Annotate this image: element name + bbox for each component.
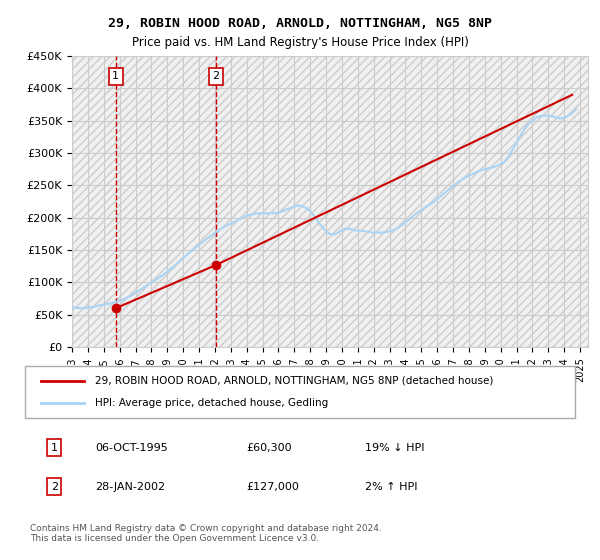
Text: 2: 2 xyxy=(51,482,58,492)
Text: 29, ROBIN HOOD ROAD, ARNOLD, NOTTINGHAM, NG5 8NP (detached house): 29, ROBIN HOOD ROAD, ARNOLD, NOTTINGHAM,… xyxy=(95,376,493,386)
Text: 28-JAN-2002: 28-JAN-2002 xyxy=(95,482,165,492)
Text: 19% ↓ HPI: 19% ↓ HPI xyxy=(365,442,424,452)
Text: 2% ↑ HPI: 2% ↑ HPI xyxy=(365,482,418,492)
Text: 29, ROBIN HOOD ROAD, ARNOLD, NOTTINGHAM, NG5 8NP: 29, ROBIN HOOD ROAD, ARNOLD, NOTTINGHAM,… xyxy=(108,17,492,30)
Text: Price paid vs. HM Land Registry's House Price Index (HPI): Price paid vs. HM Land Registry's House … xyxy=(131,36,469,49)
Text: Contains HM Land Registry data © Crown copyright and database right 2024.
This d: Contains HM Land Registry data © Crown c… xyxy=(30,524,382,543)
Text: 06-OCT-1995: 06-OCT-1995 xyxy=(95,442,167,452)
Text: 1: 1 xyxy=(112,71,119,81)
Text: 2: 2 xyxy=(212,71,220,81)
FancyBboxPatch shape xyxy=(25,366,575,418)
Text: HPI: Average price, detached house, Gedling: HPI: Average price, detached house, Gedl… xyxy=(95,398,328,408)
Text: £60,300: £60,300 xyxy=(246,442,292,452)
Text: £127,000: £127,000 xyxy=(246,482,299,492)
Text: 1: 1 xyxy=(51,442,58,452)
